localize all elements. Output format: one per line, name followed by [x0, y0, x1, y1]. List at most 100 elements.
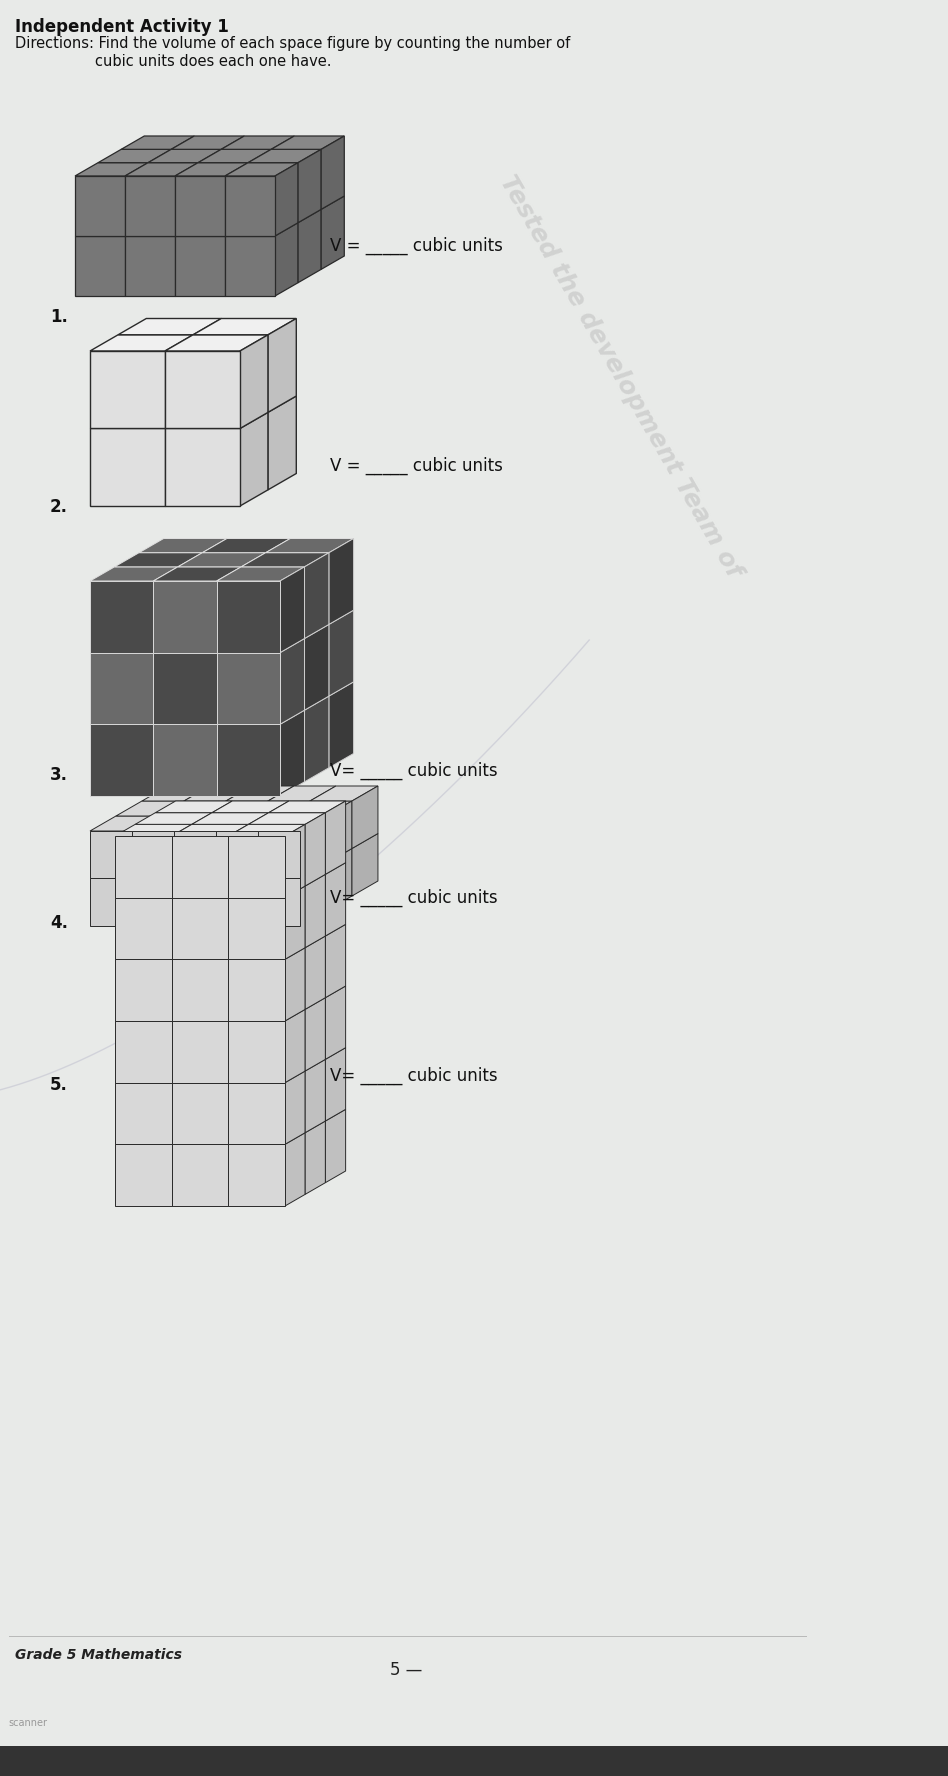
- Polygon shape: [90, 879, 132, 925]
- Polygon shape: [225, 176, 275, 236]
- Text: 5 —: 5 —: [390, 1661, 423, 1678]
- Polygon shape: [90, 334, 193, 352]
- Polygon shape: [305, 936, 325, 1009]
- Text: V = _____ cubic units: V = _____ cubic units: [330, 456, 502, 476]
- Text: 5.: 5.: [50, 1076, 68, 1094]
- Polygon shape: [300, 815, 326, 879]
- Text: cubic units does each one have.: cubic units does each one have.: [95, 53, 332, 69]
- Polygon shape: [285, 886, 305, 959]
- Polygon shape: [132, 815, 200, 831]
- Polygon shape: [304, 625, 329, 710]
- Polygon shape: [75, 163, 148, 176]
- Polygon shape: [325, 1048, 346, 1121]
- Polygon shape: [305, 998, 325, 1071]
- Polygon shape: [221, 137, 294, 149]
- Polygon shape: [90, 352, 165, 428]
- Polygon shape: [212, 801, 289, 813]
- Polygon shape: [148, 149, 221, 163]
- Polygon shape: [90, 815, 158, 831]
- Polygon shape: [154, 725, 217, 796]
- Polygon shape: [75, 176, 125, 236]
- Polygon shape: [258, 831, 300, 879]
- Polygon shape: [325, 924, 346, 998]
- Polygon shape: [115, 897, 172, 959]
- Polygon shape: [268, 396, 297, 490]
- Polygon shape: [115, 1083, 172, 1144]
- Polygon shape: [175, 236, 225, 297]
- Polygon shape: [325, 801, 346, 874]
- Polygon shape: [305, 1058, 325, 1133]
- Polygon shape: [226, 787, 294, 801]
- Polygon shape: [172, 836, 228, 897]
- Polygon shape: [90, 652, 154, 725]
- Polygon shape: [115, 1021, 172, 1083]
- Polygon shape: [172, 959, 228, 1021]
- Polygon shape: [154, 581, 217, 652]
- Text: scanner: scanner: [8, 1717, 47, 1728]
- Polygon shape: [305, 1121, 325, 1193]
- Polygon shape: [298, 149, 321, 222]
- Polygon shape: [248, 149, 321, 163]
- Polygon shape: [125, 163, 198, 176]
- Polygon shape: [191, 813, 268, 824]
- Polygon shape: [216, 815, 284, 831]
- Polygon shape: [225, 236, 275, 297]
- Text: 3.: 3.: [50, 765, 68, 783]
- Polygon shape: [326, 849, 352, 911]
- Polygon shape: [217, 725, 280, 796]
- Polygon shape: [228, 897, 285, 959]
- Polygon shape: [165, 334, 268, 352]
- Polygon shape: [228, 1021, 285, 1083]
- Polygon shape: [90, 567, 178, 581]
- Polygon shape: [304, 696, 329, 781]
- Polygon shape: [325, 986, 346, 1058]
- Polygon shape: [321, 137, 344, 210]
- Polygon shape: [241, 552, 329, 567]
- Text: Tested the development Team of: Tested the development Team of: [495, 170, 745, 581]
- Polygon shape: [175, 176, 225, 236]
- Polygon shape: [172, 824, 248, 836]
- Polygon shape: [193, 318, 297, 334]
- Polygon shape: [285, 824, 305, 897]
- Polygon shape: [225, 163, 298, 176]
- Polygon shape: [115, 824, 191, 836]
- Polygon shape: [115, 552, 203, 567]
- Polygon shape: [285, 1009, 305, 1083]
- Polygon shape: [116, 801, 184, 815]
- Text: V= _____ cubic units: V= _____ cubic units: [330, 762, 498, 780]
- Polygon shape: [228, 824, 305, 836]
- Polygon shape: [242, 801, 310, 815]
- Text: V = _____ cubic units: V = _____ cubic units: [330, 236, 502, 256]
- Text: 2.: 2.: [50, 497, 68, 517]
- Polygon shape: [198, 149, 271, 163]
- Polygon shape: [280, 639, 304, 725]
- Polygon shape: [172, 1144, 228, 1206]
- Polygon shape: [268, 787, 336, 801]
- Polygon shape: [121, 137, 194, 149]
- Polygon shape: [165, 352, 240, 428]
- Polygon shape: [271, 137, 344, 149]
- Polygon shape: [172, 1083, 228, 1144]
- Polygon shape: [90, 581, 154, 652]
- Polygon shape: [172, 1021, 228, 1083]
- Polygon shape: [240, 412, 268, 506]
- Polygon shape: [115, 959, 172, 1021]
- Polygon shape: [203, 538, 290, 552]
- Polygon shape: [184, 787, 252, 801]
- Polygon shape: [325, 863, 346, 936]
- Polygon shape: [228, 836, 285, 897]
- Polygon shape: [217, 652, 280, 725]
- Polygon shape: [285, 948, 305, 1021]
- Polygon shape: [305, 874, 325, 948]
- Polygon shape: [285, 1133, 305, 1206]
- Polygon shape: [280, 567, 304, 652]
- Polygon shape: [258, 879, 300, 925]
- Polygon shape: [175, 163, 248, 176]
- Polygon shape: [125, 176, 175, 236]
- Polygon shape: [216, 831, 258, 879]
- Polygon shape: [265, 538, 354, 552]
- Polygon shape: [310, 787, 378, 801]
- Text: Independent Activity 1: Independent Activity 1: [15, 18, 228, 36]
- Text: Directions: Find the volume of each space figure by counting the number of: Directions: Find the volume of each spac…: [15, 36, 571, 52]
- Polygon shape: [240, 334, 268, 428]
